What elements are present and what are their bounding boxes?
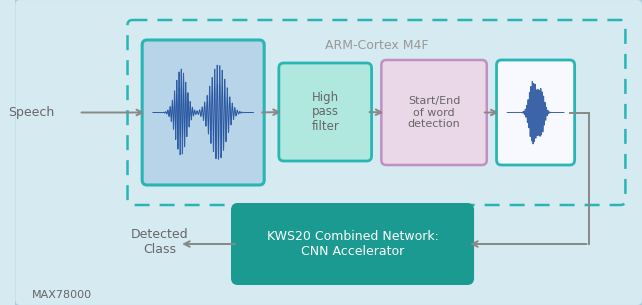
Text: KWS20 Combined Network:
CNN Accelerator: KWS20 Combined Network: CNN Accelerator [266,230,438,258]
Text: Speech: Speech [8,106,55,119]
FancyBboxPatch shape [381,60,487,165]
FancyBboxPatch shape [279,63,372,161]
FancyBboxPatch shape [142,40,265,185]
FancyBboxPatch shape [14,0,642,305]
Text: MAX78000: MAX78000 [32,290,92,300]
Text: ARM-Cortex M4F: ARM-Cortex M4F [325,39,428,52]
FancyBboxPatch shape [496,60,575,165]
Text: High
pass
filter: High pass filter [311,91,339,134]
Text: Start/End
of word
detection: Start/End of word detection [408,96,460,129]
FancyBboxPatch shape [231,203,474,285]
Text: Detected
Class: Detected Class [131,228,189,256]
